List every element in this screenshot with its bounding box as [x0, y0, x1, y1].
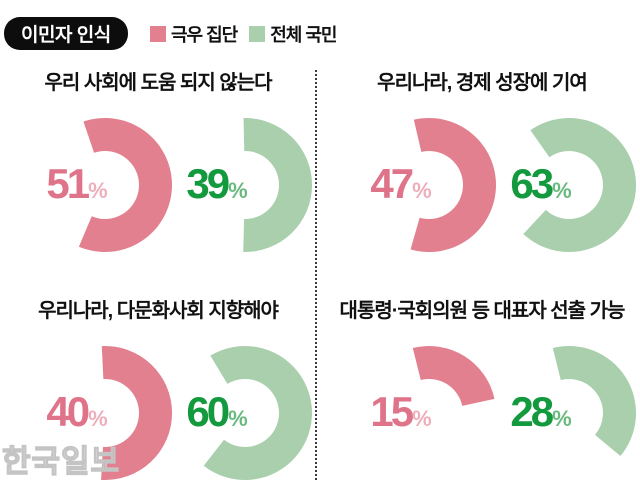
donut-value-label: 51% [35, 162, 119, 216]
donut-value: 28 [510, 388, 554, 435]
donut-arc-green [243, 118, 313, 253]
donut-pair: 47% 63% [359, 112, 640, 262]
chart-quadrant-elect-representatives: 대통령·국회의원 등 대표자 선출 가능 15% 28% [324, 298, 640, 486]
chart-title: 대통령·국회의원 등 대표자 선출 가능 [339, 300, 626, 322]
vertical-dotted-divider [315, 70, 317, 480]
donut-value: 15 [370, 388, 414, 435]
donut-value-label: 15% [359, 390, 443, 444]
percent-sign: % [552, 178, 572, 203]
percent-sign: % [88, 178, 108, 203]
legend: 극우 집단 전체 국민 [150, 21, 344, 47]
donut-value-label: 39% [175, 162, 259, 216]
donut-far-right-group: 40% [35, 340, 175, 486]
donut-arc-green [203, 346, 313, 481]
percent-sign: % [88, 406, 108, 431]
donut-value: 47 [370, 160, 414, 207]
donut-value-label: 47% [359, 162, 443, 216]
page-title: 이민자 인식 [21, 25, 111, 46]
percent-sign: % [228, 406, 248, 431]
donut-pair: 15% 28% [359, 340, 640, 486]
chart-title: 우리나라, 경제 성장에 기여 [377, 72, 588, 94]
donut-arc-pink [410, 117, 497, 252]
chart-quadrant-economic-growth: 우리나라, 경제 성장에 기여 47% 63% [324, 70, 640, 262]
donut-arc-pink [78, 118, 172, 253]
donut-value-label: 40% [35, 390, 119, 444]
percent-sign: % [412, 178, 432, 203]
donut-value-label: 60% [175, 390, 259, 444]
legend-label-public: 전체 국민 [270, 25, 337, 45]
chart-title: 우리 사회에 도움 되지 않는다 [44, 72, 272, 94]
donut-arc-pink [101, 345, 173, 480]
title-badge: 이민자 인식 [4, 17, 128, 50]
donut-value: 40 [46, 388, 90, 435]
chart-title: 우리나라, 다문화사회 지향해야 [38, 300, 279, 322]
donut-arc-green [552, 345, 637, 457]
percent-sign: % [412, 406, 432, 431]
donut-far-right-group: 47% [359, 112, 499, 262]
watermark-hankook-ilbo: 한국일보 [1, 443, 121, 479]
legend-swatch-public-icon [249, 26, 266, 42]
chart-quadrant-society-help: 우리 사회에 도움 되지 않는다 51% 39% [0, 70, 316, 262]
donut-pair: 51% 39% [35, 112, 316, 262]
donut-value-label: 63% [499, 162, 583, 216]
donut-value-label: 28% [499, 390, 583, 444]
donut-value: 39 [186, 160, 230, 207]
legend-swatch-far-right-icon [150, 26, 166, 42]
donut-value: 51 [46, 160, 90, 207]
donut-far-right-group: 51% [35, 112, 175, 262]
donut-public: 60% [175, 340, 315, 486]
donut-arc-pink [412, 345, 495, 406]
legend-label-far-right: 극우 집단 [171, 25, 238, 45]
donut-pair: 40% 60% [35, 340, 316, 486]
chart-quadrant-multicultural-society: 우리나라, 다문화사회 지향해야 40% 60% [0, 298, 316, 486]
donut-public: 28% [499, 340, 639, 486]
percent-sign: % [552, 406, 572, 431]
donut-arc-green [523, 118, 636, 253]
donut-public: 39% [175, 112, 315, 262]
percent-sign: % [228, 178, 248, 203]
donut-value: 60 [186, 388, 230, 435]
donut-value: 63 [510, 160, 554, 207]
donut-public: 63% [499, 112, 639, 262]
donut-far-right-group: 15% [359, 340, 499, 486]
